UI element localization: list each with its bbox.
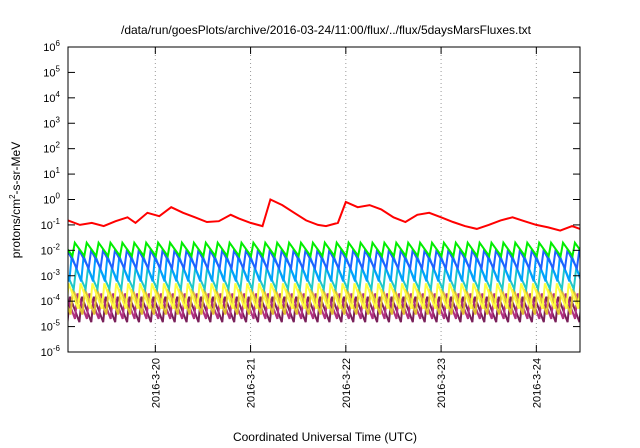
y-tick-base: 10 bbox=[43, 144, 55, 156]
series-line bbox=[68, 198, 580, 232]
y-tick-label: 10-4 bbox=[41, 293, 61, 308]
y-tick-base: 10 bbox=[41, 271, 53, 283]
y-tick-base: 10 bbox=[43, 93, 55, 105]
x-tick-label: 2016-3-24 bbox=[531, 358, 543, 408]
series-line bbox=[68, 247, 580, 272]
y-tick-base: 10 bbox=[43, 169, 55, 181]
y-tick-label: 100 bbox=[43, 192, 60, 207]
grid bbox=[154, 47, 537, 352]
y-tick-base: 10 bbox=[41, 296, 53, 308]
y-tick-exponent: 4 bbox=[56, 90, 61, 99]
y-tick-base: 10 bbox=[43, 67, 55, 79]
y-tick-label: 105 bbox=[43, 64, 60, 79]
y-tick-label: 101 bbox=[43, 166, 60, 181]
y-tick-exponent: -4 bbox=[53, 293, 61, 302]
series-line bbox=[68, 283, 580, 310]
series-line bbox=[68, 288, 580, 315]
series-group bbox=[68, 198, 580, 323]
x-axis-label: Coordinated Universal Time (UTC) bbox=[233, 430, 417, 444]
y-tick-base: 10 bbox=[43, 195, 55, 207]
y-tick-label: 10-1 bbox=[41, 217, 61, 232]
x-tick-label: 2016-3-21 bbox=[246, 358, 258, 408]
y-tick-exponent: 0 bbox=[56, 192, 61, 201]
x-tick-label: 2016-3-23 bbox=[436, 358, 448, 408]
y-tick-label: 103 bbox=[43, 115, 60, 130]
y-tick-exponent: 3 bbox=[56, 115, 61, 124]
y-axis: 10-610-510-410-310-210-11001011021031041… bbox=[41, 39, 580, 359]
y-tick-exponent: -6 bbox=[53, 344, 61, 353]
y-tick-exponent: -1 bbox=[53, 217, 61, 226]
y-tick-exponent: -5 bbox=[53, 319, 61, 328]
y-axis-label: protons/cm2-s-sr-MeV bbox=[8, 142, 23, 258]
y-tick-label: 10-5 bbox=[41, 319, 61, 334]
x-axis: 2016-3-20 2016-3-21 2016-3-22 2016-3-23 2016… bbox=[150, 47, 543, 408]
y-tick-base: 10 bbox=[41, 322, 53, 334]
y-tick-label: 10-6 bbox=[41, 344, 61, 359]
y-tick-label: 10-3 bbox=[41, 268, 61, 283]
y-tick-base: 10 bbox=[41, 245, 53, 257]
series-line bbox=[68, 293, 580, 320]
y-tick-exponent: 1 bbox=[56, 166, 61, 175]
y-tick-base: 10 bbox=[43, 118, 55, 130]
y-tick-exponent: -2 bbox=[53, 242, 61, 251]
x-tick-label: 2016-3-20 bbox=[150, 358, 162, 408]
y-tick-label: 104 bbox=[43, 90, 60, 105]
series-line bbox=[68, 240, 580, 259]
y-tick-label: 106 bbox=[43, 39, 60, 54]
y-tick-exponent: -3 bbox=[53, 268, 61, 277]
y-tick-base: 10 bbox=[43, 42, 55, 54]
y-tick-label: 10-2 bbox=[41, 242, 61, 257]
chart-title: /data/run/goesPlots/archive/2016-03-24/1… bbox=[121, 23, 532, 37]
y-tick-exponent: 6 bbox=[56, 39, 61, 48]
y-tick-exponent: 2 bbox=[56, 141, 61, 150]
y-tick-exponent: 5 bbox=[56, 64, 61, 73]
y-tick-label: 102 bbox=[43, 141, 60, 156]
x-tick-label: 2016-3-22 bbox=[341, 358, 353, 408]
y-tick-base: 10 bbox=[41, 220, 53, 232]
y-tick-base: 10 bbox=[41, 347, 53, 359]
